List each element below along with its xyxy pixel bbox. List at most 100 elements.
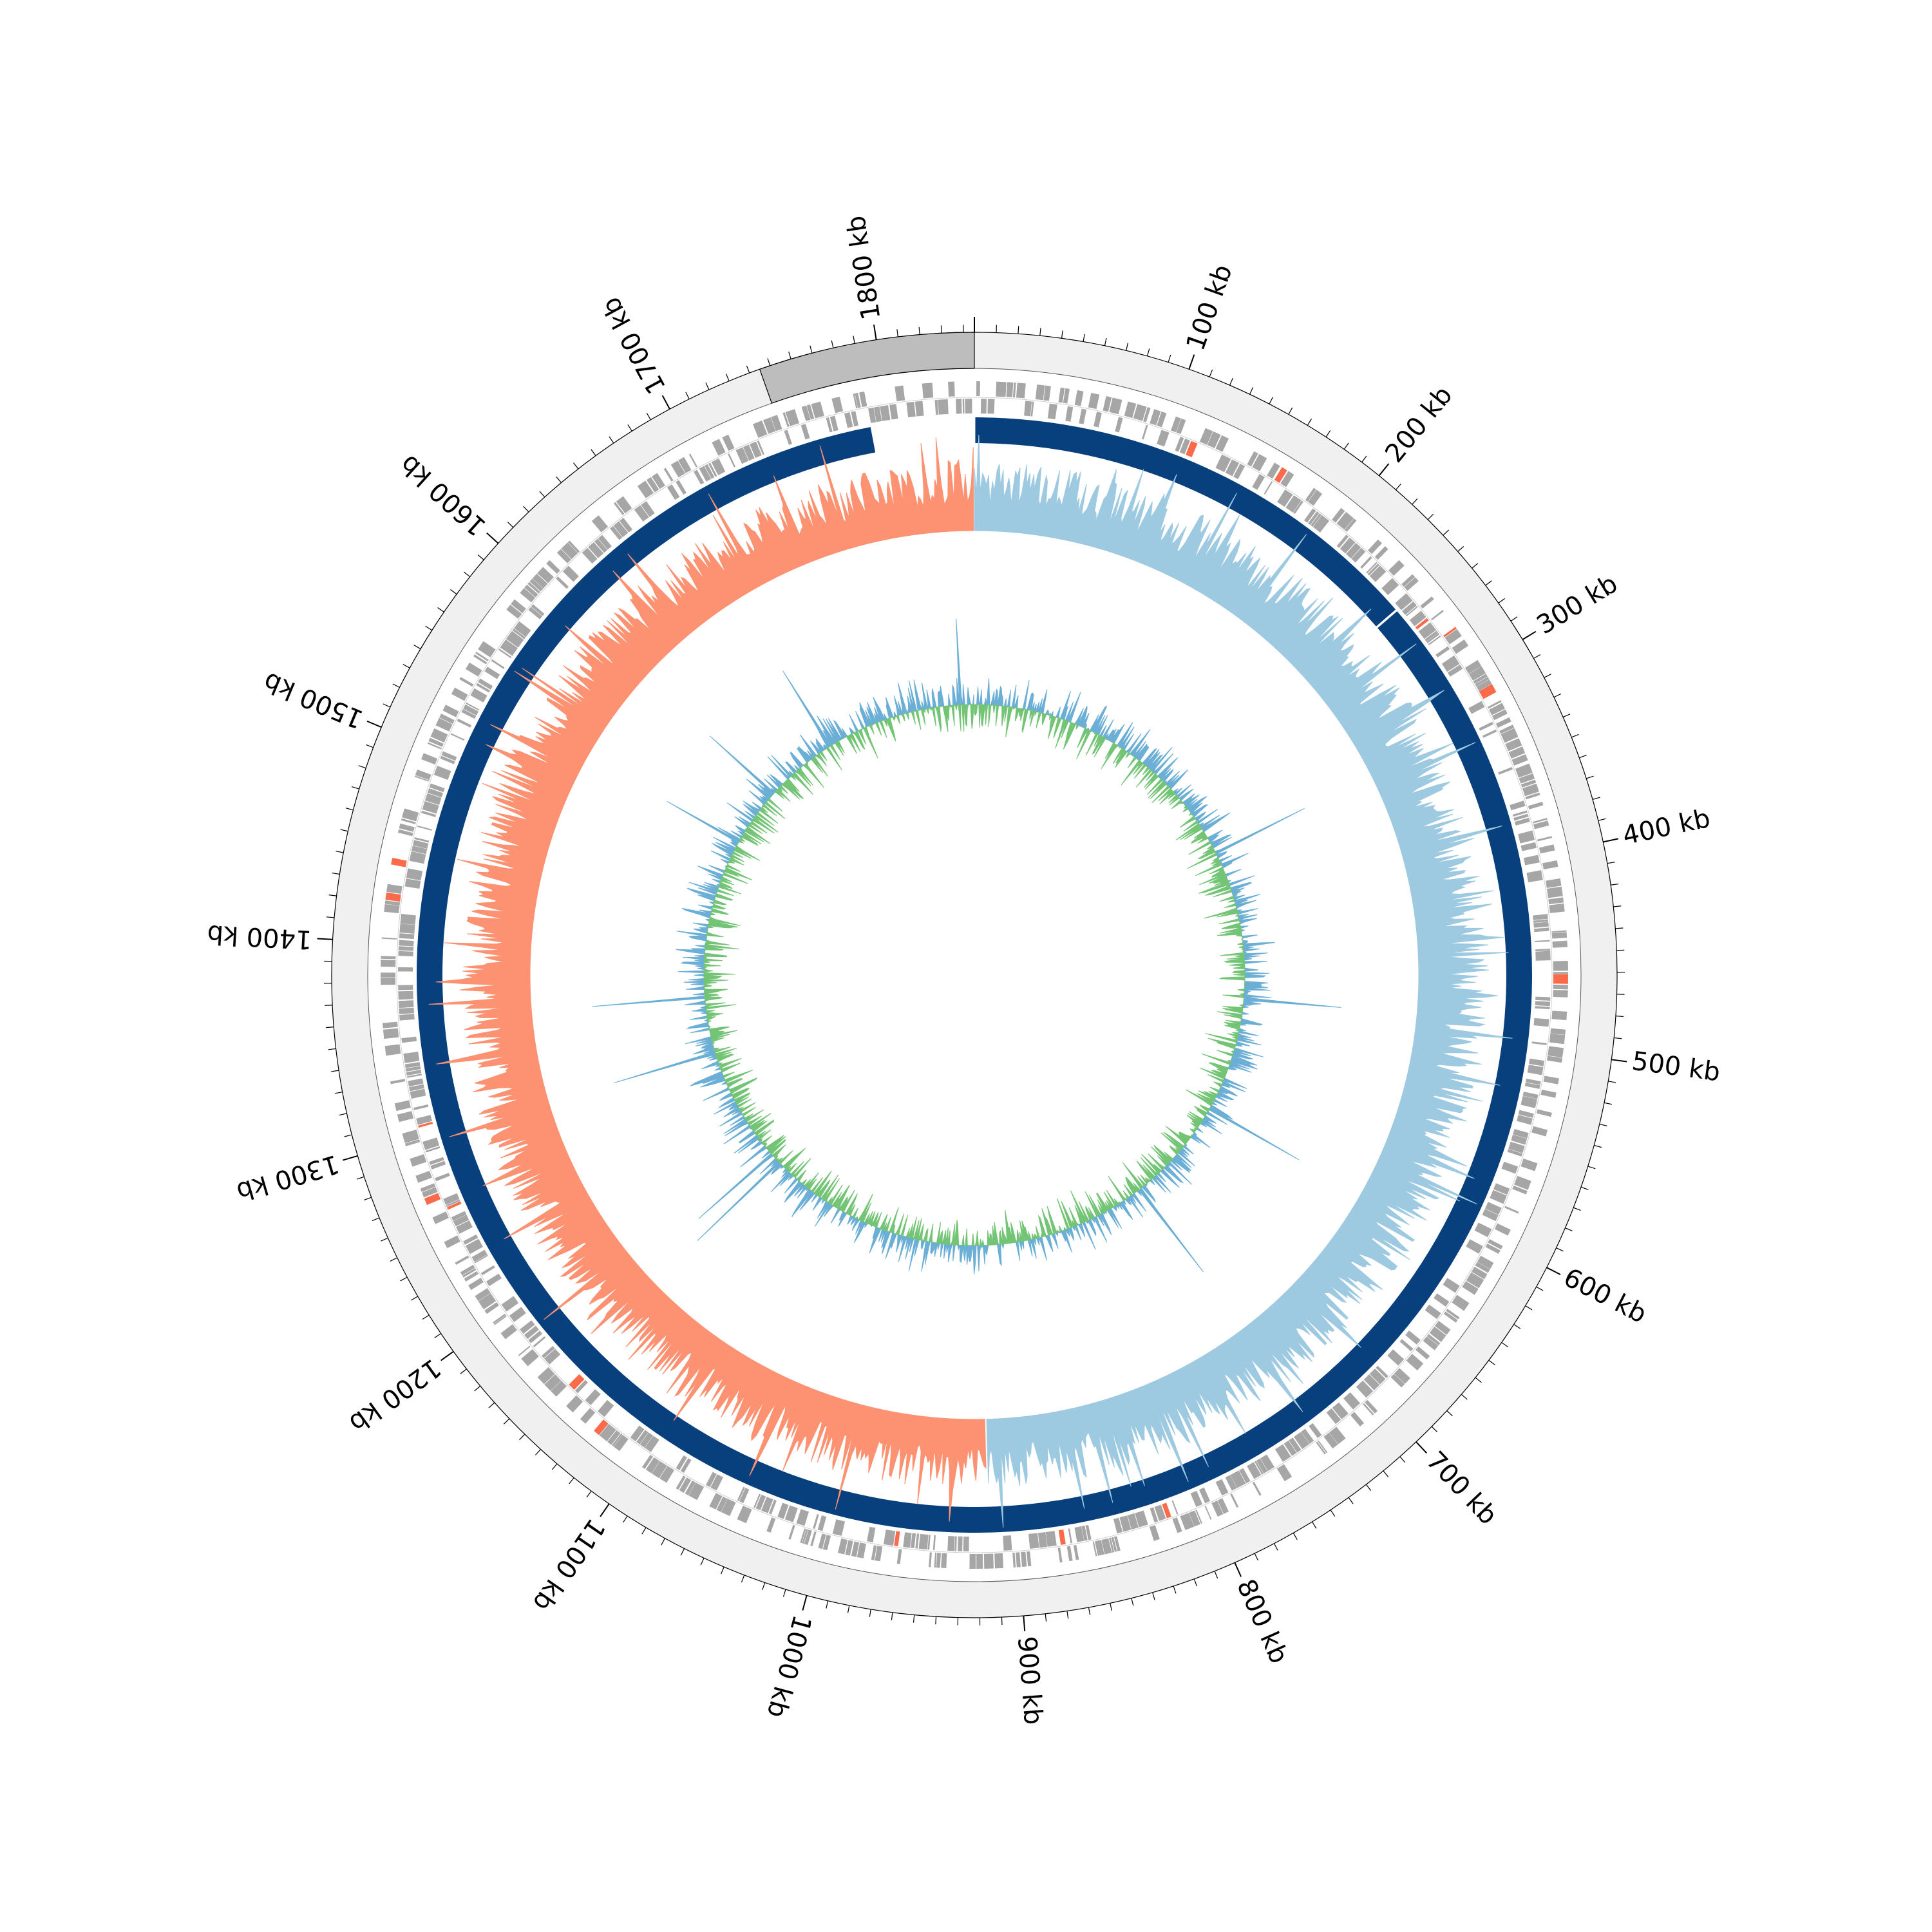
gene-feature <box>1520 1095 1537 1108</box>
minor-tick <box>1431 1426 1438 1433</box>
minor-tick <box>411 1296 419 1301</box>
gene-feature <box>710 1474 723 1491</box>
gene-feature <box>873 406 882 422</box>
gene-feature <box>506 630 524 648</box>
tick-label: 1600 kb <box>394 449 492 542</box>
gene-feature <box>1346 542 1361 559</box>
gene-feature <box>455 1255 469 1265</box>
gene-feature <box>415 769 431 781</box>
gene-feature <box>409 1084 424 1092</box>
minor-tick <box>1395 484 1401 490</box>
gene-feature <box>1441 655 1460 672</box>
highlighted-region <box>759 332 975 404</box>
gene-feature <box>785 409 800 426</box>
gene-feature <box>484 1302 499 1314</box>
gene-feature <box>1479 721 1493 731</box>
gene-feature <box>1466 1239 1483 1254</box>
gene-feature <box>1465 659 1482 674</box>
gene-feature <box>410 1154 427 1167</box>
gene-feature <box>1494 1223 1511 1236</box>
gene-feature <box>456 1220 473 1234</box>
gene-feature <box>397 1111 413 1122</box>
gene-feature <box>1495 717 1511 728</box>
gene-feature <box>528 1331 543 1343</box>
gene-feature <box>500 1324 517 1340</box>
gene-feature <box>402 1130 419 1144</box>
gene-feature <box>1533 914 1548 920</box>
gene-feature <box>1533 919 1549 923</box>
gene-feature <box>466 702 480 711</box>
major-tick <box>1546 1267 1561 1276</box>
gene-feature <box>383 1028 399 1039</box>
gene-feature <box>903 1532 912 1548</box>
minor-tick <box>1168 354 1171 363</box>
gene-feature <box>880 405 891 421</box>
minor-tick <box>1104 337 1107 346</box>
gene-feature <box>1537 836 1553 842</box>
gene-feature <box>399 823 415 832</box>
gc-skew-positive <box>974 434 1513 1528</box>
minor-tick <box>1594 1144 1602 1148</box>
gene-feature <box>428 737 444 747</box>
minor-tick <box>1611 883 1619 886</box>
gene-feature <box>1468 701 1485 714</box>
gene-feature <box>996 381 1007 397</box>
gene-feature <box>896 1549 902 1564</box>
gene-feature <box>1021 1551 1027 1567</box>
minor-tick <box>1443 529 1450 536</box>
minor-tick <box>627 424 632 431</box>
gene-feature <box>810 1531 817 1547</box>
gene-feature <box>1215 435 1229 452</box>
gene-feature <box>1198 1487 1211 1504</box>
gene-feature <box>599 1424 616 1442</box>
gene-feature <box>1179 438 1190 455</box>
gene-feature <box>520 1320 535 1334</box>
gene-feature <box>417 825 432 831</box>
gene-feature <box>1303 508 1316 523</box>
gene-feature <box>465 662 482 677</box>
rna-feature <box>1186 440 1198 457</box>
gene-feature <box>1553 972 1568 974</box>
gene-feature <box>910 1533 916 1549</box>
minor-tick <box>1001 1617 1003 1625</box>
outer-band-ring <box>332 332 1617 1618</box>
gene-feature <box>1230 1493 1239 1508</box>
gene-feature <box>1157 411 1167 428</box>
gene-feature <box>1435 646 1450 658</box>
minor-tick <box>1214 1571 1218 1579</box>
gene-feature <box>1363 1403 1374 1416</box>
minor-tick <box>325 1005 333 1006</box>
minor-tick <box>725 374 730 381</box>
gene-feature <box>556 549 571 564</box>
gene-feature <box>639 1432 654 1448</box>
minor-tick <box>746 365 750 374</box>
minor-tick <box>556 476 562 483</box>
gene-feature <box>867 1526 876 1543</box>
minor-tick <box>328 1048 336 1050</box>
gene-feature <box>531 604 545 616</box>
gene-feature <box>1135 1510 1148 1528</box>
major-tick <box>440 1350 454 1361</box>
gene-feature <box>1482 1209 1499 1222</box>
minor-tick <box>345 808 354 811</box>
minor-tick <box>1312 1521 1317 1529</box>
gene-feature <box>1356 1380 1374 1398</box>
gene-feature <box>384 900 401 906</box>
gene-feature <box>1217 1498 1229 1514</box>
position-ticks <box>317 317 1627 1632</box>
gene-feature <box>1176 418 1186 434</box>
gene-feature <box>883 1530 896 1546</box>
major-tick <box>486 532 499 544</box>
rna-feature <box>894 1531 900 1547</box>
minor-tick <box>685 392 690 399</box>
gene-feature <box>1252 1481 1262 1496</box>
gene-feature <box>1085 1524 1092 1540</box>
gene-feature <box>1539 844 1555 854</box>
gene-feature <box>1012 383 1016 398</box>
gene-feature <box>470 688 488 703</box>
gene-feature <box>1239 1468 1251 1484</box>
gene-feature <box>688 1482 705 1501</box>
gene-feature <box>1390 1374 1405 1388</box>
gene-feature <box>1542 860 1558 870</box>
gene-feature <box>546 560 560 574</box>
